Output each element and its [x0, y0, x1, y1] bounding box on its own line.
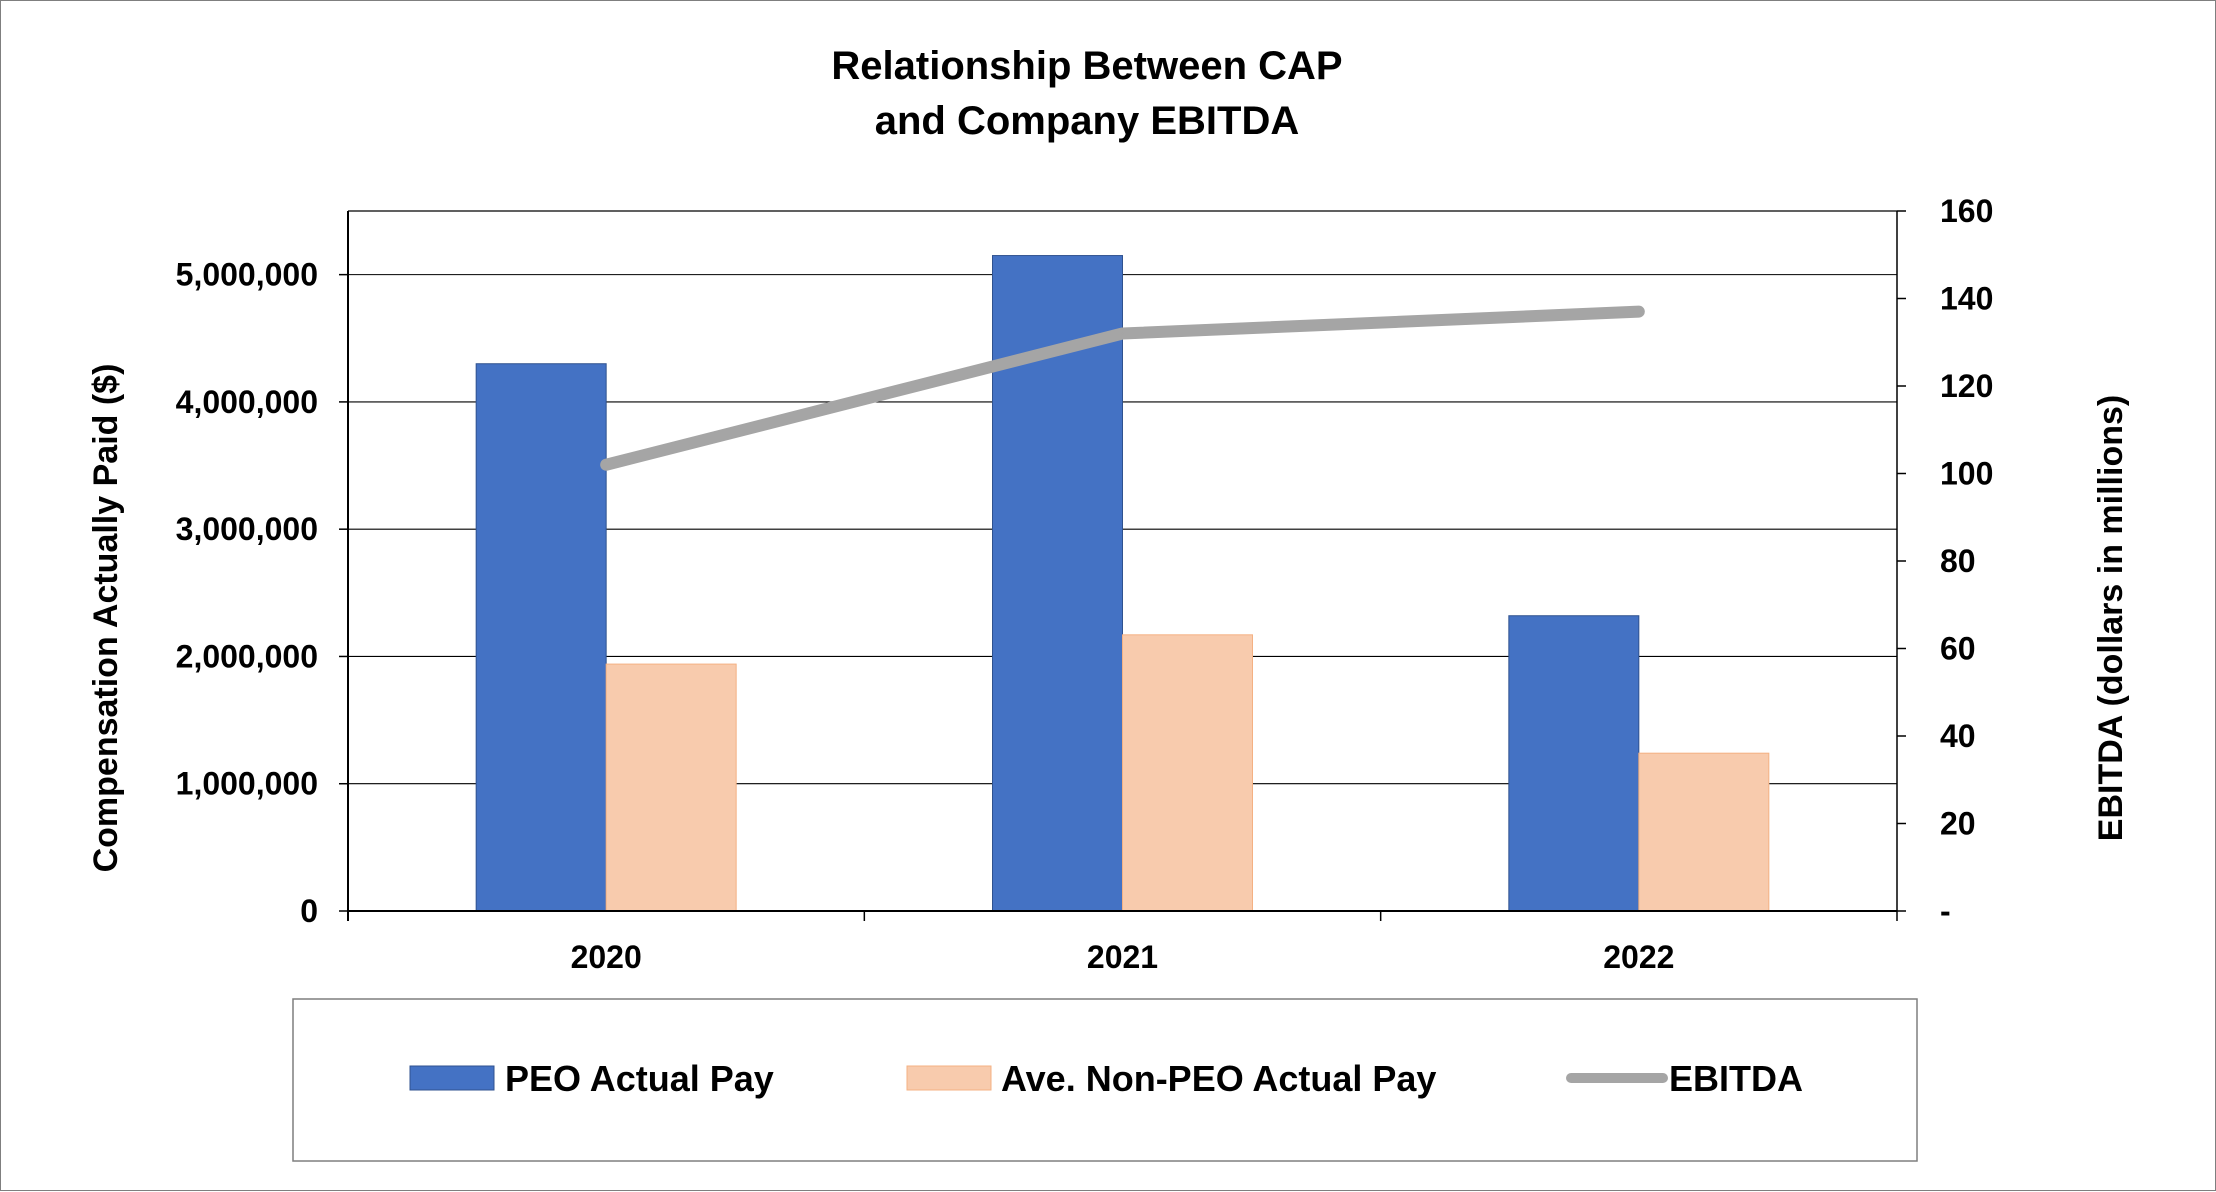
- ebitda-point-2022: [1637, 310, 1640, 313]
- x-tick-label-2020: 2020: [571, 939, 642, 975]
- left-tick-label: 1,000,000: [176, 766, 318, 802]
- left-tick-label: 2,000,000: [176, 638, 318, 674]
- chart-title-line-2: and Company EBITDA: [875, 99, 1299, 143]
- legend-label-peo-actual-pay: PEO Actual Pay: [505, 1058, 774, 1099]
- bar-ave-non-peo-actual-pay-2022: [1638, 752, 1770, 912]
- right-tick-label: 140: [1940, 281, 1993, 317]
- ebitda-point-2020: [605, 463, 608, 466]
- right-tick-label: 80: [1940, 543, 1976, 579]
- bar-ave-non-peo-actual-pay-2020: [605, 663, 737, 912]
- bar-ave-non-peo-actual-pay-2021: [1122, 634, 1253, 912]
- legend-key-peo-actual-pay: [409, 1065, 495, 1091]
- legend-label-ave-non-peo-actual-pay: Ave. Non-PEO Actual Pay: [1001, 1058, 1436, 1099]
- left-tick-label: 3,000,000: [176, 511, 318, 547]
- right-tick-label: 60: [1940, 631, 1976, 667]
- bars: [475, 255, 1770, 912]
- ebitda-line-layer: [600, 305, 1645, 471]
- right-tick-label: -: [1940, 893, 1951, 929]
- legend-key-ave-non-peo-actual-pay: [906, 1065, 992, 1091]
- tick-labels: 0 1,000,000 2,000,000 3,000,000 4,000,000 5,0…: [176, 193, 1994, 975]
- ebitda-point-2021: [1121, 332, 1124, 335]
- right-tick-label: 100: [1940, 456, 1993, 492]
- legend-label-ebitda: EBITDA: [1669, 1058, 1803, 1099]
- right-tick-label: 120: [1940, 368, 1993, 404]
- right-tick-label: 40: [1940, 718, 1976, 754]
- right-tick-label: 160: [1940, 193, 1993, 229]
- legend: PEO Actual Pay Ave. Non-PEO Actual Pay EBI…: [409, 1058, 1803, 1099]
- left-tick-label: 4,000,000: [176, 384, 318, 420]
- left-axis-title: Compensation Actually Paid ($): [87, 364, 125, 873]
- left-tick-label: 5,000,000: [176, 257, 318, 293]
- bar-peo-actual-pay-2020: [475, 363, 607, 912]
- axes: [339, 210, 1906, 921]
- x-tick-label-2021: 2021: [1087, 939, 1158, 975]
- bar-peo-actual-pay-2022: [1508, 615, 1640, 912]
- left-tick-label: 0: [300, 893, 318, 929]
- x-tick-label-2022: 2022: [1603, 939, 1674, 975]
- right-axis-title: EBITDA (dollars in millions): [2092, 395, 2130, 841]
- chart-title-line-1: Relationship Between CAP: [831, 44, 1342, 88]
- right-tick-label: 20: [1940, 806, 1976, 842]
